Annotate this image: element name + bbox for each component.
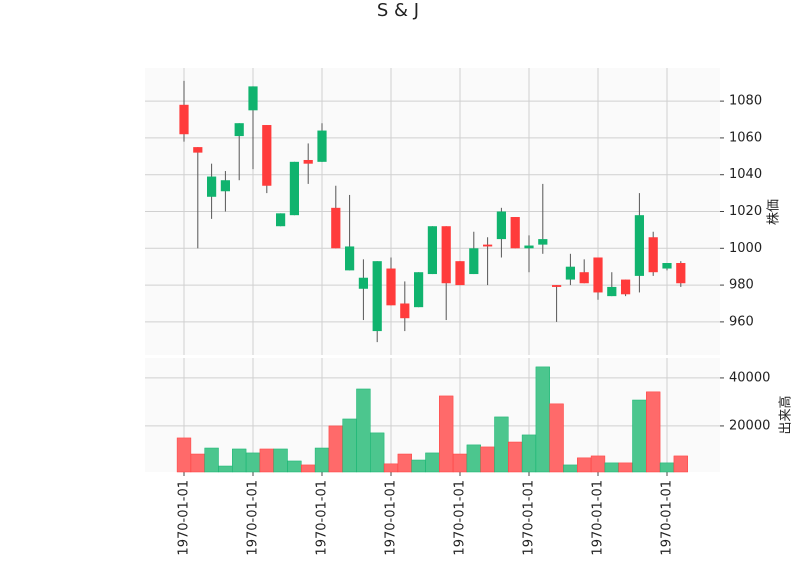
candle-body xyxy=(303,159,313,164)
candle-body xyxy=(386,268,396,306)
volume-bar xyxy=(452,453,468,473)
y-tick-label: 1000 xyxy=(729,241,762,256)
volume-bar xyxy=(411,459,426,473)
volume-bar xyxy=(176,437,192,473)
volume-bar xyxy=(673,455,688,473)
volume-bar xyxy=(273,448,288,473)
x-tick-label: 1970-01-01 xyxy=(660,480,675,556)
x-tick-label: 1970-01-01 xyxy=(453,480,468,556)
volume-bar xyxy=(618,462,633,473)
candle-body xyxy=(593,257,603,293)
candle-body xyxy=(496,211,506,240)
volume-bar xyxy=(466,444,481,473)
volume-bar xyxy=(218,465,233,473)
candle-body xyxy=(662,263,672,269)
x-tick-label: 1970-01-01 xyxy=(522,480,537,556)
volume-bar xyxy=(563,464,578,473)
candle-body xyxy=(441,226,451,284)
volume-bar xyxy=(439,395,454,473)
candle-body xyxy=(179,104,189,135)
volume-bar xyxy=(521,434,537,473)
candle-body xyxy=(648,237,658,273)
volume-bar xyxy=(328,425,343,473)
volume-bar xyxy=(632,399,647,473)
candle-body xyxy=(621,279,631,295)
candle-body xyxy=(524,245,534,249)
volume-bar xyxy=(259,448,274,473)
candle-body xyxy=(552,285,562,287)
volume-bar xyxy=(659,462,675,473)
candle-body xyxy=(358,277,368,289)
x-tick-label: 1970-01-01 xyxy=(315,480,330,556)
candle-body xyxy=(289,161,299,216)
candle-body xyxy=(345,246,355,271)
volume-bar xyxy=(356,388,371,473)
volume-bar xyxy=(494,416,509,473)
volume-bar xyxy=(425,452,440,473)
candle-body xyxy=(538,239,548,245)
volume-bar xyxy=(314,447,330,473)
candle-body xyxy=(248,86,258,111)
candle-body xyxy=(565,266,575,280)
candle-body xyxy=(317,130,327,162)
candle-body xyxy=(483,244,493,247)
volume-bar xyxy=(301,464,316,473)
volume-bar xyxy=(287,460,302,473)
y-axis-label: 株価 xyxy=(767,199,782,225)
chart-title: S & J xyxy=(377,0,419,21)
candle-body xyxy=(414,272,424,308)
volume-bar xyxy=(508,441,523,473)
volume-bar xyxy=(190,453,205,473)
volume-bar xyxy=(577,457,592,473)
y-tick-label: 1080 xyxy=(729,94,762,109)
candle-body xyxy=(676,263,686,284)
candle-body xyxy=(455,261,465,286)
volume-axis-label: 出来高 xyxy=(778,395,794,434)
y-tick-label: 960 xyxy=(729,314,754,329)
volume-bar xyxy=(646,391,661,473)
candle-body xyxy=(207,176,217,197)
x-tick-label: 1970-01-01 xyxy=(246,480,261,556)
candle-body xyxy=(510,217,520,249)
volume-tick-label: 40000 xyxy=(729,370,770,385)
x-tick-label: 1970-01-01 xyxy=(591,480,606,556)
y-tick-label: 1020 xyxy=(729,204,762,219)
volume-bar xyxy=(232,448,247,473)
volume-bar xyxy=(383,463,399,473)
volume-bar xyxy=(549,403,564,473)
y-tick-label: 1060 xyxy=(729,130,762,145)
candle-body xyxy=(193,147,203,153)
candle-body xyxy=(234,123,244,137)
volume-bar xyxy=(480,446,495,473)
volume-tick-label: 20000 xyxy=(729,418,770,433)
candle-body xyxy=(469,248,479,275)
volume-bar xyxy=(342,418,357,473)
candle-body xyxy=(400,303,410,319)
candle-body xyxy=(220,180,230,192)
volume-bar xyxy=(204,447,219,473)
candle-body xyxy=(427,226,437,275)
volume-bar xyxy=(370,432,385,473)
volume-bar xyxy=(245,452,261,473)
volume-bar xyxy=(604,462,619,473)
x-tick-label: 1970-01-01 xyxy=(177,480,192,556)
y-tick-label: 1040 xyxy=(729,167,762,182)
x-tick-label: 1970-01-01 xyxy=(384,480,399,556)
y-tick-label: 980 xyxy=(729,278,754,293)
volume-bar xyxy=(590,455,606,473)
candle-body xyxy=(634,215,644,276)
candle-body xyxy=(372,261,382,332)
volume-bar xyxy=(535,366,550,473)
candle-body xyxy=(262,125,272,186)
candle-body xyxy=(607,286,617,297)
candle-body xyxy=(579,272,589,284)
candle-body xyxy=(331,207,341,249)
candle-body xyxy=(276,213,286,227)
volume-bar xyxy=(397,453,412,473)
